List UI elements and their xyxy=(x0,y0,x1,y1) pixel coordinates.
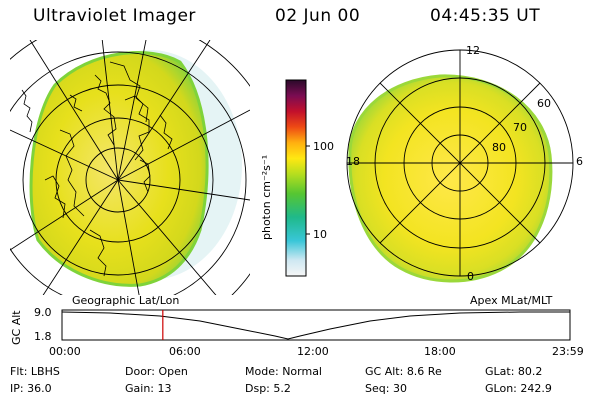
mlat-label-70: 70 xyxy=(513,121,527,134)
colorbar-tick-10: 10 xyxy=(313,228,327,241)
mode-label: Mode: xyxy=(245,365,279,378)
info-dsp: Dsp: 5.2 xyxy=(245,382,291,395)
info-filter: Flt: LBHS xyxy=(10,365,60,378)
gc-alt-value: 8.6 Re xyxy=(406,365,442,378)
dsp-value: 5.2 xyxy=(273,382,291,395)
glat-value: 80.2 xyxy=(517,365,543,378)
altitude-ytick-low: 1.8 xyxy=(34,330,52,343)
filter-value: LBHS xyxy=(30,365,60,378)
seq-value: 30 xyxy=(392,382,407,395)
altitude-plot xyxy=(61,309,571,341)
door-value: Open xyxy=(158,365,188,378)
colorbar xyxy=(285,79,307,277)
time-tick-0000: 00:00 xyxy=(49,345,81,358)
seq-label: Seq: xyxy=(365,382,390,395)
glon-label: GLon: xyxy=(485,382,517,395)
ip-label: IP: xyxy=(10,382,24,395)
geographic-caption: Geographic Lat/Lon xyxy=(72,294,180,307)
mode-value: Normal xyxy=(282,365,322,378)
altitude-ytick-high: 9.0 xyxy=(34,306,52,319)
filter-label: Flt: xyxy=(10,365,28,378)
colorbar-ticks xyxy=(306,145,310,235)
mlat-label-80: 80 xyxy=(492,141,506,154)
time-tick-2359: 23:59 xyxy=(552,345,584,358)
ip-value: 36.0 xyxy=(27,382,52,395)
info-glat: GLat: 80.2 xyxy=(485,365,542,378)
dsp-label: Dsp: xyxy=(245,382,270,395)
time-tick-1200: 12:00 xyxy=(297,345,329,358)
altitude-ylabel: GC Alt xyxy=(10,310,23,345)
time-tick-1800: 18:00 xyxy=(424,345,456,358)
mlt-label-left: 18 xyxy=(346,155,360,168)
apex-caption: Apex MLat/MLT xyxy=(470,294,553,307)
geographic-image xyxy=(10,40,250,295)
info-gc-alt: GC Alt: 8.6 Re xyxy=(365,365,442,378)
glat-label: GLat: xyxy=(485,365,515,378)
gain-label: Gain: xyxy=(125,382,154,395)
info-gain: Gain: 13 xyxy=(125,382,172,395)
instrument-title: Ultraviolet Imager xyxy=(33,6,196,26)
mlat-label-60: 60 xyxy=(537,97,551,110)
glon-value: 242.9 xyxy=(520,382,552,395)
info-seq: Seq: 30 xyxy=(365,382,407,395)
mlt-label-right: 6 xyxy=(576,155,583,168)
info-door: Door: Open xyxy=(125,365,188,378)
time-label: 04:45:35 UT xyxy=(430,6,541,26)
mlt-label-bottom: 0 xyxy=(467,270,474,283)
gc-alt-label: GC Alt: xyxy=(365,365,404,378)
time-tick-0600: 06:00 xyxy=(169,345,201,358)
gain-value: 13 xyxy=(157,382,172,395)
info-glon: GLon: 242.9 xyxy=(485,382,552,395)
colorbar-tick-100: 100 xyxy=(313,140,334,153)
colorbar-unit-label: photon cm⁻²s⁻¹ xyxy=(260,154,273,240)
info-ip: IP: 36.0 xyxy=(10,382,52,395)
mlt-label-top: 12 xyxy=(466,44,480,57)
door-label: Door: xyxy=(125,365,155,378)
polar-plot xyxy=(346,49,574,283)
info-mode: Mode: Normal xyxy=(245,365,322,378)
date-label: 02 Jun 00 xyxy=(275,6,361,26)
